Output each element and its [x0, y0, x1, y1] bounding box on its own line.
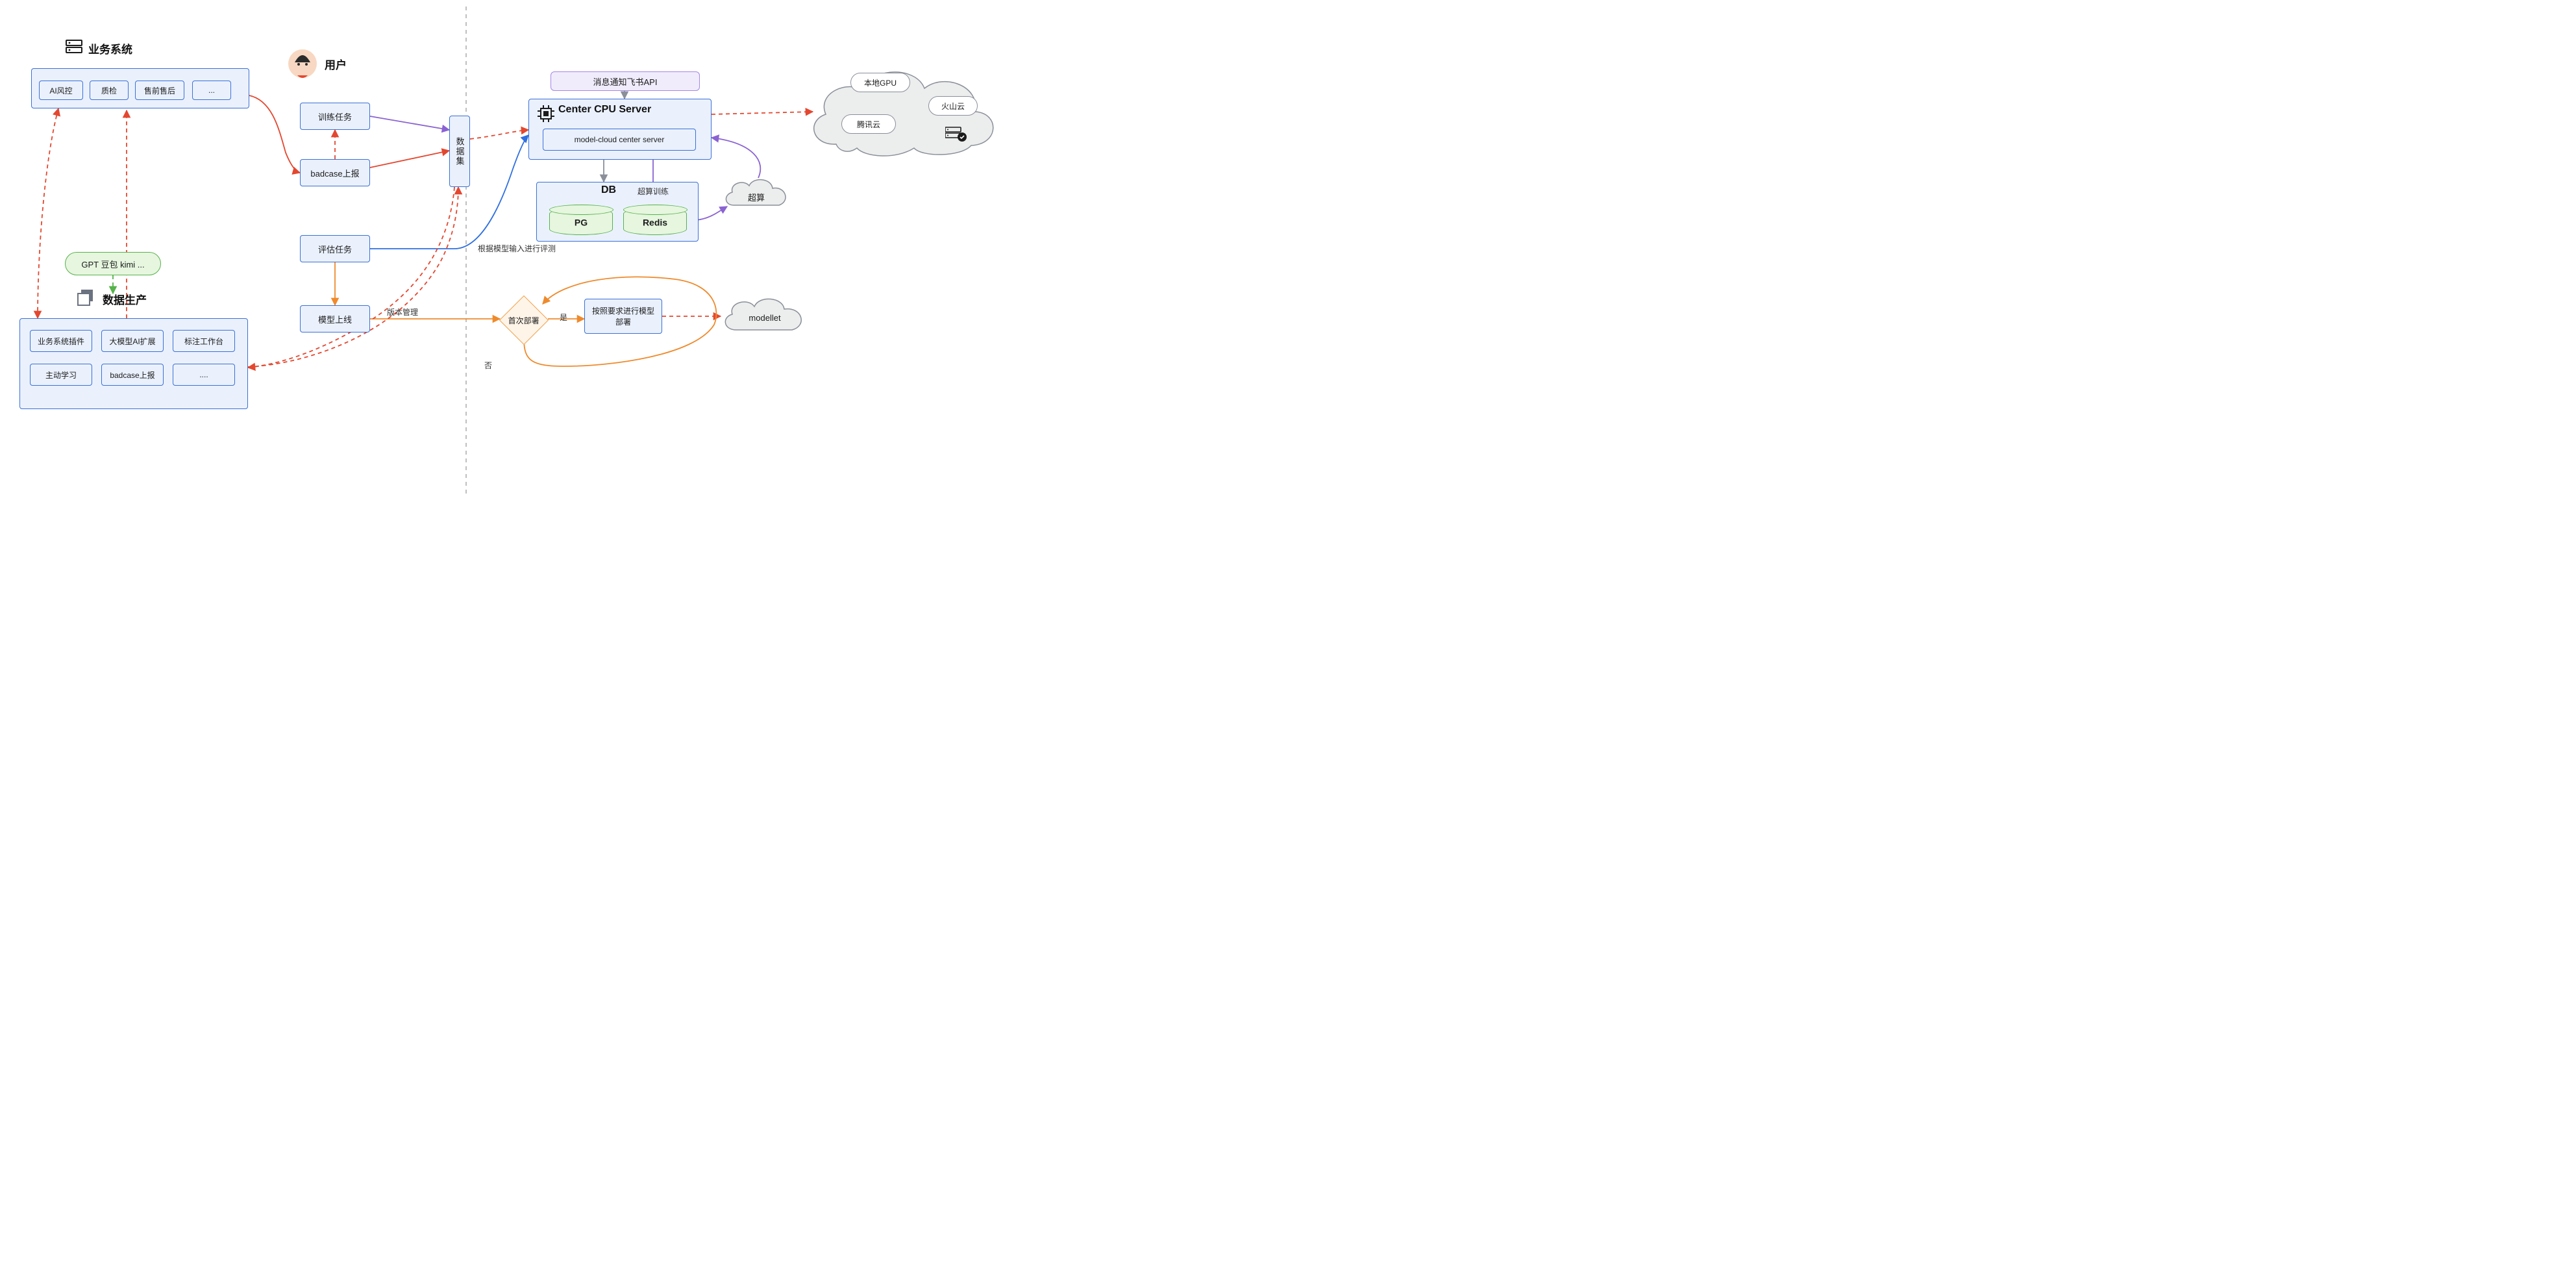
eval-edge-label: 根据模型输入进行评测	[478, 243, 556, 254]
center-server-title: Center CPU Server	[558, 104, 651, 116]
edge-biz-to-badcase	[249, 95, 300, 173]
business-item: ...	[192, 81, 231, 100]
data-prod-item: ....	[173, 364, 235, 386]
data-prod-item: 主动学习	[30, 364, 92, 386]
cloud-service-pill: 腾讯云	[841, 114, 896, 134]
badcase-report-box: badcase上报	[300, 159, 370, 186]
data-prod-item: 标注工作台	[173, 330, 235, 352]
cloud-service-pill: 火山云	[928, 96, 978, 116]
server-icon	[65, 39, 83, 55]
llm-pill: GPT 豆包 kimi ...	[65, 252, 161, 275]
deploy-box: 按照要求进行模型部署	[584, 299, 662, 334]
data-prod-title: 数据生产	[103, 291, 147, 307]
deploy-yes-label: 是	[560, 312, 567, 323]
edge-train-to-dataset	[370, 116, 449, 130]
user-avatar-icon	[286, 47, 319, 81]
modellet-cloud: modellet	[719, 291, 810, 343]
redis-cylinder: Redis	[623, 208, 687, 235]
cloud-service-pill: 本地GPU	[850, 73, 910, 92]
edge-dataset-to-dataprod	[248, 187, 454, 368]
data-prod-item: badcase上报	[101, 364, 164, 386]
supercomputer-cloud: 超算	[721, 173, 792, 218]
model-cloud-center-box: model-cloud center server	[543, 129, 696, 151]
edge-badcase-to-dataset	[370, 151, 449, 168]
user-title: 用户	[325, 56, 347, 72]
deploy-no-label: 否	[484, 360, 492, 371]
dataset-box: 数据集	[449, 116, 470, 187]
business-item: AI风控	[39, 81, 83, 100]
secure-server-icon	[945, 126, 967, 143]
edge-center-to-bigcloud	[712, 112, 813, 114]
db-sc-label: 超算训练	[638, 186, 669, 197]
edge-sc-to-center	[712, 138, 760, 178]
cpu-icon	[538, 105, 554, 122]
business-title: 业务系统	[88, 40, 132, 56]
train-task-box: 训练任务	[300, 103, 370, 130]
data-prod-item: 大模型AI扩展	[101, 330, 164, 352]
pg-cylinder: PG	[549, 208, 613, 235]
edge-dataprod-to-dataset	[248, 187, 458, 367]
business-item: 质检	[90, 81, 129, 100]
business-item: 售前售后	[135, 81, 184, 100]
db-title: DB	[601, 184, 616, 196]
data-prod-item: 业务系统插件	[30, 330, 92, 352]
version-edge-label: 版本管理	[387, 307, 418, 318]
eval-task-box: 评估任务	[300, 235, 370, 262]
model-online-box: 模型上线	[300, 305, 370, 332]
copy-icon	[77, 288, 96, 307]
edge-dataset-to-center	[470, 130, 528, 139]
first-deploy-diamond: 首次部署	[499, 295, 549, 345]
edge-biz-to-dataprod	[38, 108, 58, 318]
diagram-stage: 业务系统 AI风控质检售前售后... 用户 训练任务 badcase上报 评估任…	[0, 0, 1013, 503]
feishu-api-pill: 消息通知飞书API	[551, 71, 700, 91]
